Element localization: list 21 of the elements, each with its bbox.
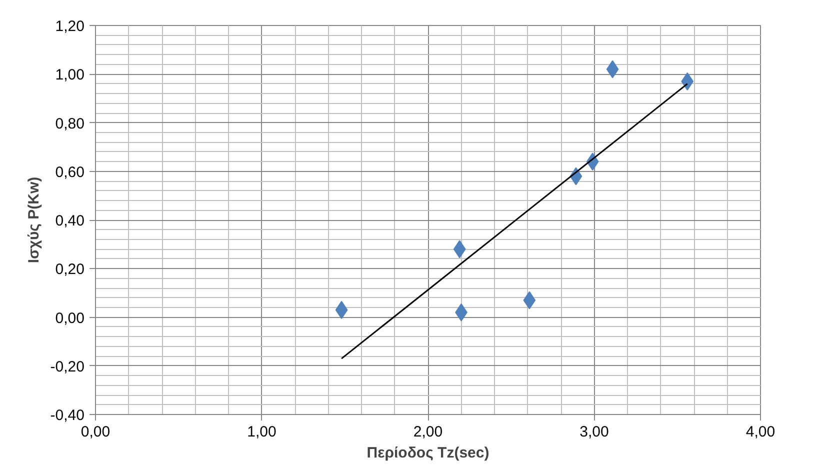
- point: [681, 72, 694, 90]
- y-axis-title: Ισχύς P(Kw): [25, 176, 42, 264]
- y-tick-label: 0,00: [55, 310, 85, 327]
- point: [606, 60, 619, 78]
- x-tick-label: 0,00: [80, 424, 110, 440]
- y-tick-label: 0,20: [55, 261, 85, 278]
- point: [453, 240, 466, 258]
- y-tick-label: 0,80: [55, 115, 85, 132]
- y-tick-label: -0,40: [50, 407, 85, 424]
- x-tick-label: 4,00: [746, 424, 776, 440]
- x-tick-label: 2,00: [413, 424, 443, 440]
- x-tick-label: 3,00: [580, 424, 609, 440]
- y-tick-label: 0,40: [55, 212, 85, 230]
- y-tick-label: 0,60: [55, 164, 85, 181]
- y-tick-label: 1,20: [55, 18, 85, 35]
- point: [523, 291, 536, 310]
- point: [335, 300, 348, 319]
- x-axis-title: Περίοδος Tz(sec): [366, 444, 490, 462]
- x-tick-label: 1,00: [247, 424, 276, 440]
- y-tick-label: -0,20: [50, 358, 85, 376]
- y-tick-label: 1,00: [55, 66, 85, 84]
